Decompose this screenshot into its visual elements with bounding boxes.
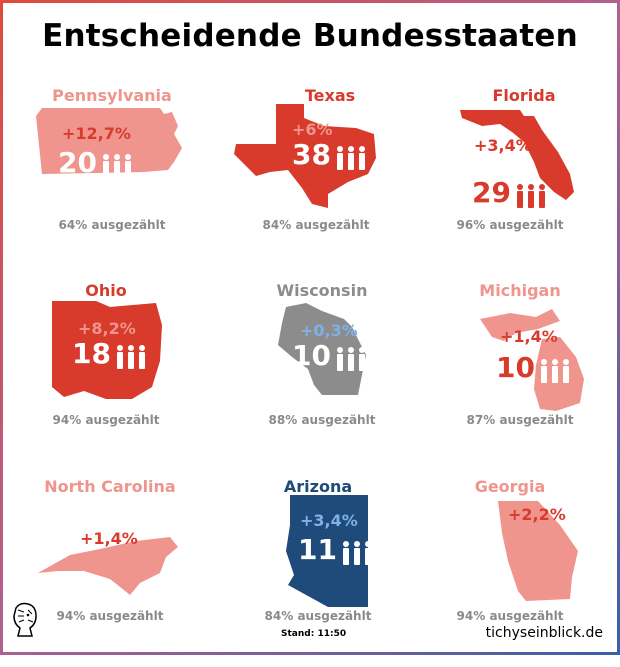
texas-map-icon — [234, 104, 376, 208]
change-label: +3,4% — [300, 511, 358, 530]
wisconsin-map-icon — [278, 303, 366, 395]
electors-count: 18 — [72, 337, 148, 370]
state-name: Michigan — [479, 281, 561, 300]
arizona-map-icon — [286, 495, 368, 607]
state-card-ohio: Ohio +8,2% 18 94% ausgezählt — [6, 281, 206, 471]
state-card-pennsylvania: Pennsylvania +12,7% 20 64% ausgezählt — [12, 86, 212, 276]
state-name: North Carolina — [44, 477, 176, 496]
state-name: Pennsylvania — [52, 86, 172, 105]
electors-count: 38 — [292, 138, 368, 171]
north-carolina-map-icon — [38, 537, 178, 595]
counted-label: 64% ausgezählt — [58, 218, 166, 232]
counted-label: 94% ausgezählt — [456, 609, 564, 623]
people-icon — [116, 345, 145, 369]
electors-count: 29 — [472, 176, 548, 209]
state-name: Texas — [304, 86, 356, 105]
change-label: +8,2% — [78, 319, 136, 338]
counted-label: 87% ausgezählt — [466, 413, 574, 427]
state-card-georgia: Georgia +2,2% 94% ausgezählt — [410, 477, 610, 667]
counted-label: 96% ausgezählt — [456, 218, 564, 232]
people-icon — [336, 146, 365, 170]
state-name: Georgia — [474, 477, 546, 496]
pennsylvania-map-icon — [36, 108, 182, 174]
counted-label: 84% ausgezählt — [264, 609, 372, 623]
michigan-map-icon — [480, 309, 584, 411]
page-title: Entscheidende Bundesstaaten — [42, 18, 578, 54]
counted-label: 88% ausgezählt — [268, 413, 376, 427]
state-card-wisconsin: Wisconsin +0,3% 10 88% ausgezählt — [222, 281, 422, 471]
change-label: +6% — [292, 120, 333, 139]
counted-label: 94% ausgezählt — [52, 413, 160, 427]
florida-map-icon — [460, 110, 574, 200]
state-card-arizona: Arizona +3,4% 11 84% ausgezählt — [218, 477, 418, 667]
counted-label: 94% ausgezählt — [56, 609, 164, 623]
state-name: Ohio — [85, 281, 127, 300]
state-card-north-carolina: North Carolina +1,4% 94% ausgezählt — [10, 477, 210, 667]
georgia-map-icon — [498, 501, 578, 601]
people-icon — [540, 359, 569, 383]
electors-count: 20 — [58, 146, 134, 179]
people-icon — [102, 154, 131, 178]
people-icon — [336, 347, 365, 371]
electors-count: 10 — [292, 339, 368, 372]
state-name: Wisconsin — [276, 281, 368, 300]
change-label: +2,2% — [508, 505, 566, 524]
change-label: +3,4% — [474, 136, 532, 155]
electors-count: 10 — [496, 351, 572, 384]
change-label: +1,4% — [80, 529, 138, 548]
change-label: +1,4% — [500, 327, 558, 346]
state-name: Florida — [492, 86, 556, 105]
state-name: Arizona — [283, 477, 353, 496]
lion-logo-icon — [13, 602, 37, 637]
site-link[interactable]: tichyseinblick.de — [485, 625, 603, 641]
electors-count: 11 — [298, 533, 374, 566]
state-card-texas: Texas +6% 38 84% ausgezählt — [216, 86, 416, 276]
change-label: +12,7% — [62, 124, 131, 143]
timestamp-label: Stand: 11:50 — [281, 629, 347, 639]
people-icon — [342, 541, 371, 565]
change-label: +0,3% — [300, 321, 358, 340]
counted-label: 84% ausgezählt — [262, 218, 370, 232]
ohio-map-icon — [52, 301, 162, 399]
state-card-michigan: Michigan +1,4% 10 87% ausgezählt — [420, 281, 620, 471]
state-card-florida: Florida +3,4% 29 96% ausgezählt — [410, 86, 610, 276]
people-icon — [516, 184, 545, 208]
